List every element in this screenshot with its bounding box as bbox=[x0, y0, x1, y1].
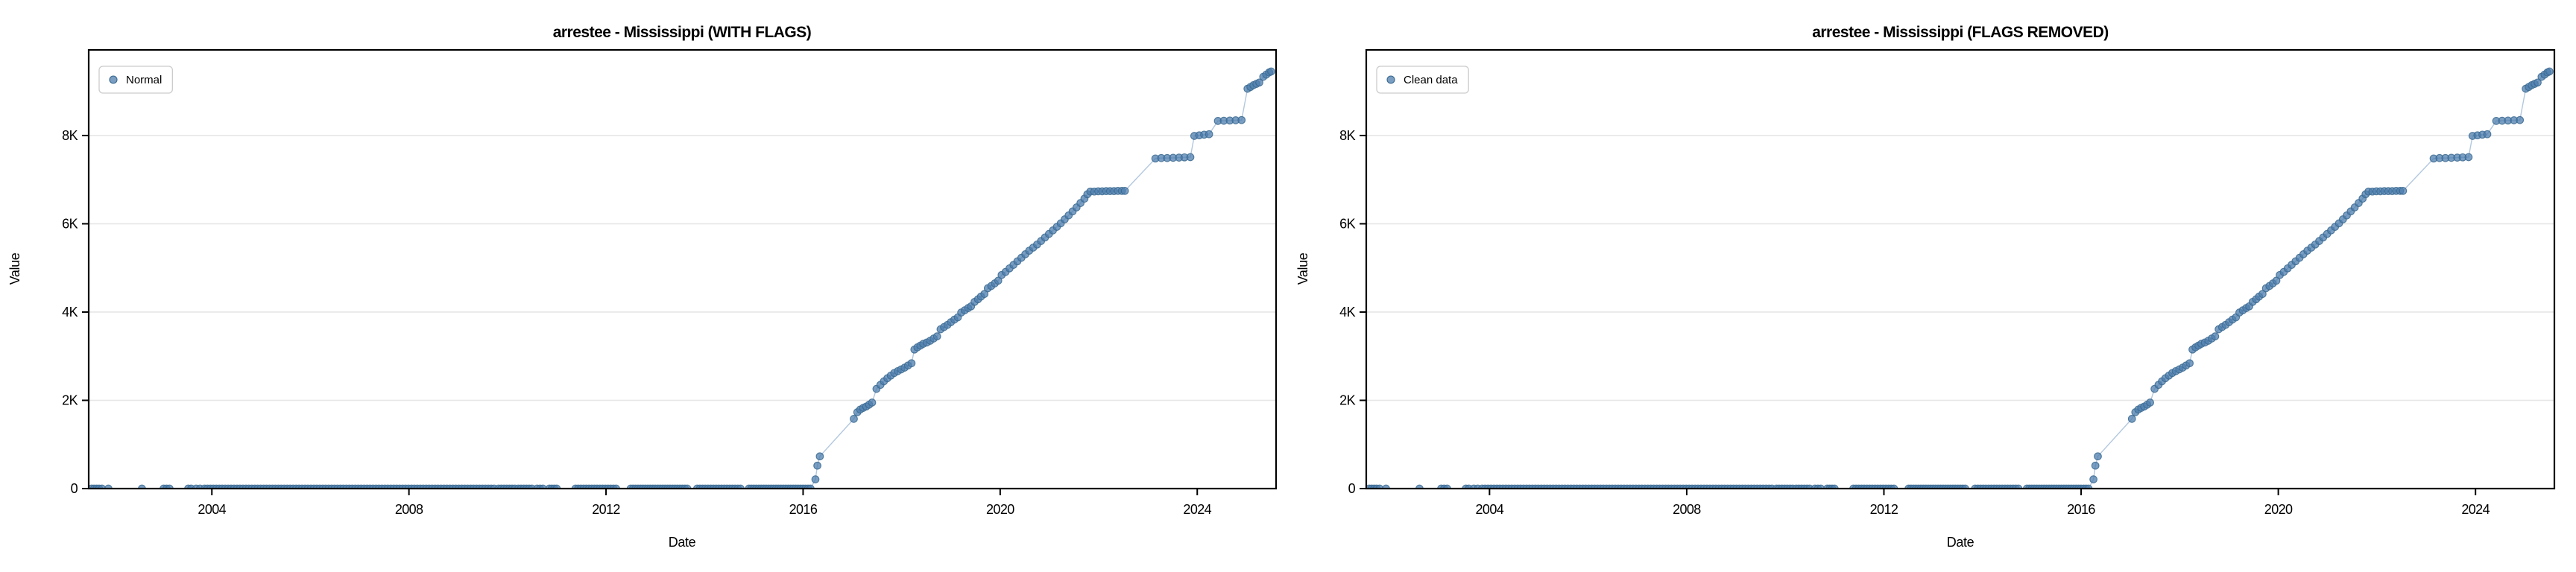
y-axis-label: Value bbox=[1295, 252, 1310, 285]
data-point bbox=[1375, 484, 1384, 489]
y-axis-label: Value bbox=[7, 252, 22, 285]
legend-box bbox=[1376, 66, 1469, 94]
y-tick-label: 8K bbox=[1339, 128, 1355, 143]
x-tick-label: 2020 bbox=[2264, 502, 2293, 517]
data-point bbox=[2094, 452, 2102, 461]
data-point bbox=[98, 484, 107, 489]
y-tick-label: 6K bbox=[62, 216, 78, 231]
data-point bbox=[1816, 484, 1825, 489]
data-point bbox=[2089, 475, 2097, 483]
data-point bbox=[683, 484, 692, 489]
x-tick-label: 2016 bbox=[2067, 502, 2095, 517]
data-point bbox=[2091, 461, 2100, 470]
data-point bbox=[104, 484, 113, 489]
plot-area bbox=[1366, 67, 2554, 489]
legend-box bbox=[98, 66, 173, 94]
x-tick-label: 2024 bbox=[2461, 502, 2490, 517]
x-tick-label: 2020 bbox=[986, 502, 1014, 517]
plot-dynamic-layer: 2004 2008 2012 2016 2020 2024 0 2K 4K 6K 8K bbox=[62, 48, 1278, 517]
chart-canvas-flags-removed: 2004 2008 2012 2016 2020 2024 0 2K 4K 6K 8K arrest… bbox=[1295, 24, 2556, 550]
data-point bbox=[2272, 276, 2281, 285]
data-point bbox=[2014, 484, 2023, 489]
data-point bbox=[2127, 415, 2136, 423]
x-tick-label: 2012 bbox=[1870, 502, 1898, 517]
data-point bbox=[815, 452, 824, 461]
data-point bbox=[850, 415, 858, 423]
legend: Normal bbox=[98, 66, 173, 94]
data-point bbox=[1267, 67, 1275, 76]
x-axis-label: Date bbox=[669, 535, 696, 550]
legend-marker-icon bbox=[109, 75, 118, 84]
data-point bbox=[612, 484, 620, 489]
data-point bbox=[1205, 130, 1213, 139]
x-axis-label: Date bbox=[1947, 535, 1974, 550]
legend: Clean data bbox=[1376, 66, 1469, 94]
legend-label: Normal bbox=[126, 74, 162, 86]
data-point bbox=[2146, 398, 2154, 407]
x-tick-label: 2008 bbox=[1673, 502, 1701, 517]
data-point bbox=[806, 484, 815, 489]
chart-panel-with-flags: 2004 2008 2012 2016 2020 2024 0 2K 4K 6K 8K arrest… bbox=[7, 24, 1278, 550]
data-point bbox=[2483, 130, 2492, 139]
x-tick-label: 2016 bbox=[789, 502, 818, 517]
data-point bbox=[165, 484, 174, 489]
y-tick-label: 2K bbox=[62, 393, 78, 407]
data-point bbox=[1443, 484, 1451, 489]
chart-panel-flags-removed: 2004 2008 2012 2016 2020 2024 0 2K 4K 6K 8K arrest… bbox=[1288, 0, 2576, 572]
data-point bbox=[1255, 78, 1263, 87]
plot-area bbox=[89, 67, 1275, 489]
data-point bbox=[736, 484, 745, 489]
y-tick-label: 4K bbox=[1339, 305, 1355, 320]
data-point bbox=[1830, 484, 1839, 489]
y-tick-label: 2K bbox=[1339, 393, 1355, 407]
data-point bbox=[907, 359, 916, 368]
x-tick-label: 2004 bbox=[1476, 502, 1504, 517]
x-tick-label: 2004 bbox=[198, 502, 226, 517]
legend-label: Clean data bbox=[1404, 74, 1458, 86]
data-point bbox=[1186, 153, 1195, 162]
data-point bbox=[539, 484, 547, 489]
trend-line bbox=[92, 71, 1272, 489]
data-point bbox=[1120, 186, 1129, 195]
legend-marker-icon bbox=[1386, 75, 1395, 84]
data-point bbox=[2545, 67, 2554, 76]
data-point bbox=[2534, 78, 2542, 87]
data-point bbox=[1415, 484, 1424, 489]
plot-frame bbox=[1365, 48, 2556, 490]
data-point bbox=[932, 332, 941, 340]
data-point bbox=[2516, 115, 2525, 124]
data-point bbox=[1961, 484, 1969, 489]
data-point bbox=[2084, 484, 2093, 489]
data-point bbox=[813, 461, 821, 470]
data-point bbox=[2185, 359, 2194, 368]
x-tick-label: 2008 bbox=[395, 502, 423, 517]
data-point bbox=[1237, 115, 1246, 124]
x-tick-label: 2024 bbox=[1183, 502, 1211, 517]
trend-line bbox=[1369, 71, 2550, 489]
data-point bbox=[2464, 153, 2473, 162]
chart-title: arrestee - Mississippi (WITH FLAGS) bbox=[553, 24, 812, 41]
data-point bbox=[2399, 186, 2408, 195]
data-point bbox=[2211, 332, 2220, 340]
data-point bbox=[1382, 484, 1390, 489]
data-point bbox=[980, 290, 989, 299]
data-point bbox=[811, 475, 820, 483]
y-tick-label: 0 bbox=[71, 481, 78, 496]
y-tick-label: 4K bbox=[62, 305, 78, 320]
data-point bbox=[2258, 290, 2267, 299]
chart-title: arrestee - Mississippi (FLAGS REMOVED) bbox=[1812, 24, 2109, 41]
plot-dynamic-layer: 2004 2008 2012 2016 2020 2024 0 2K 4K 6K 8K bbox=[1339, 48, 2556, 517]
y-tick-label: 6K bbox=[1339, 216, 1355, 231]
y-tick-label: 8K bbox=[62, 128, 78, 143]
data-point bbox=[868, 398, 877, 407]
plot-frame bbox=[87, 48, 1278, 490]
data-point bbox=[994, 276, 1003, 285]
data-point bbox=[552, 484, 561, 489]
chart-canvas-with-flags: 2004 2008 2012 2016 2020 2024 0 2K 4K 6K 8K arrest… bbox=[7, 24, 1278, 550]
x-tick-label: 2012 bbox=[592, 502, 620, 517]
y-tick-label: 0 bbox=[1348, 481, 1356, 496]
data-point bbox=[1890, 484, 1898, 489]
data-point bbox=[138, 484, 146, 489]
